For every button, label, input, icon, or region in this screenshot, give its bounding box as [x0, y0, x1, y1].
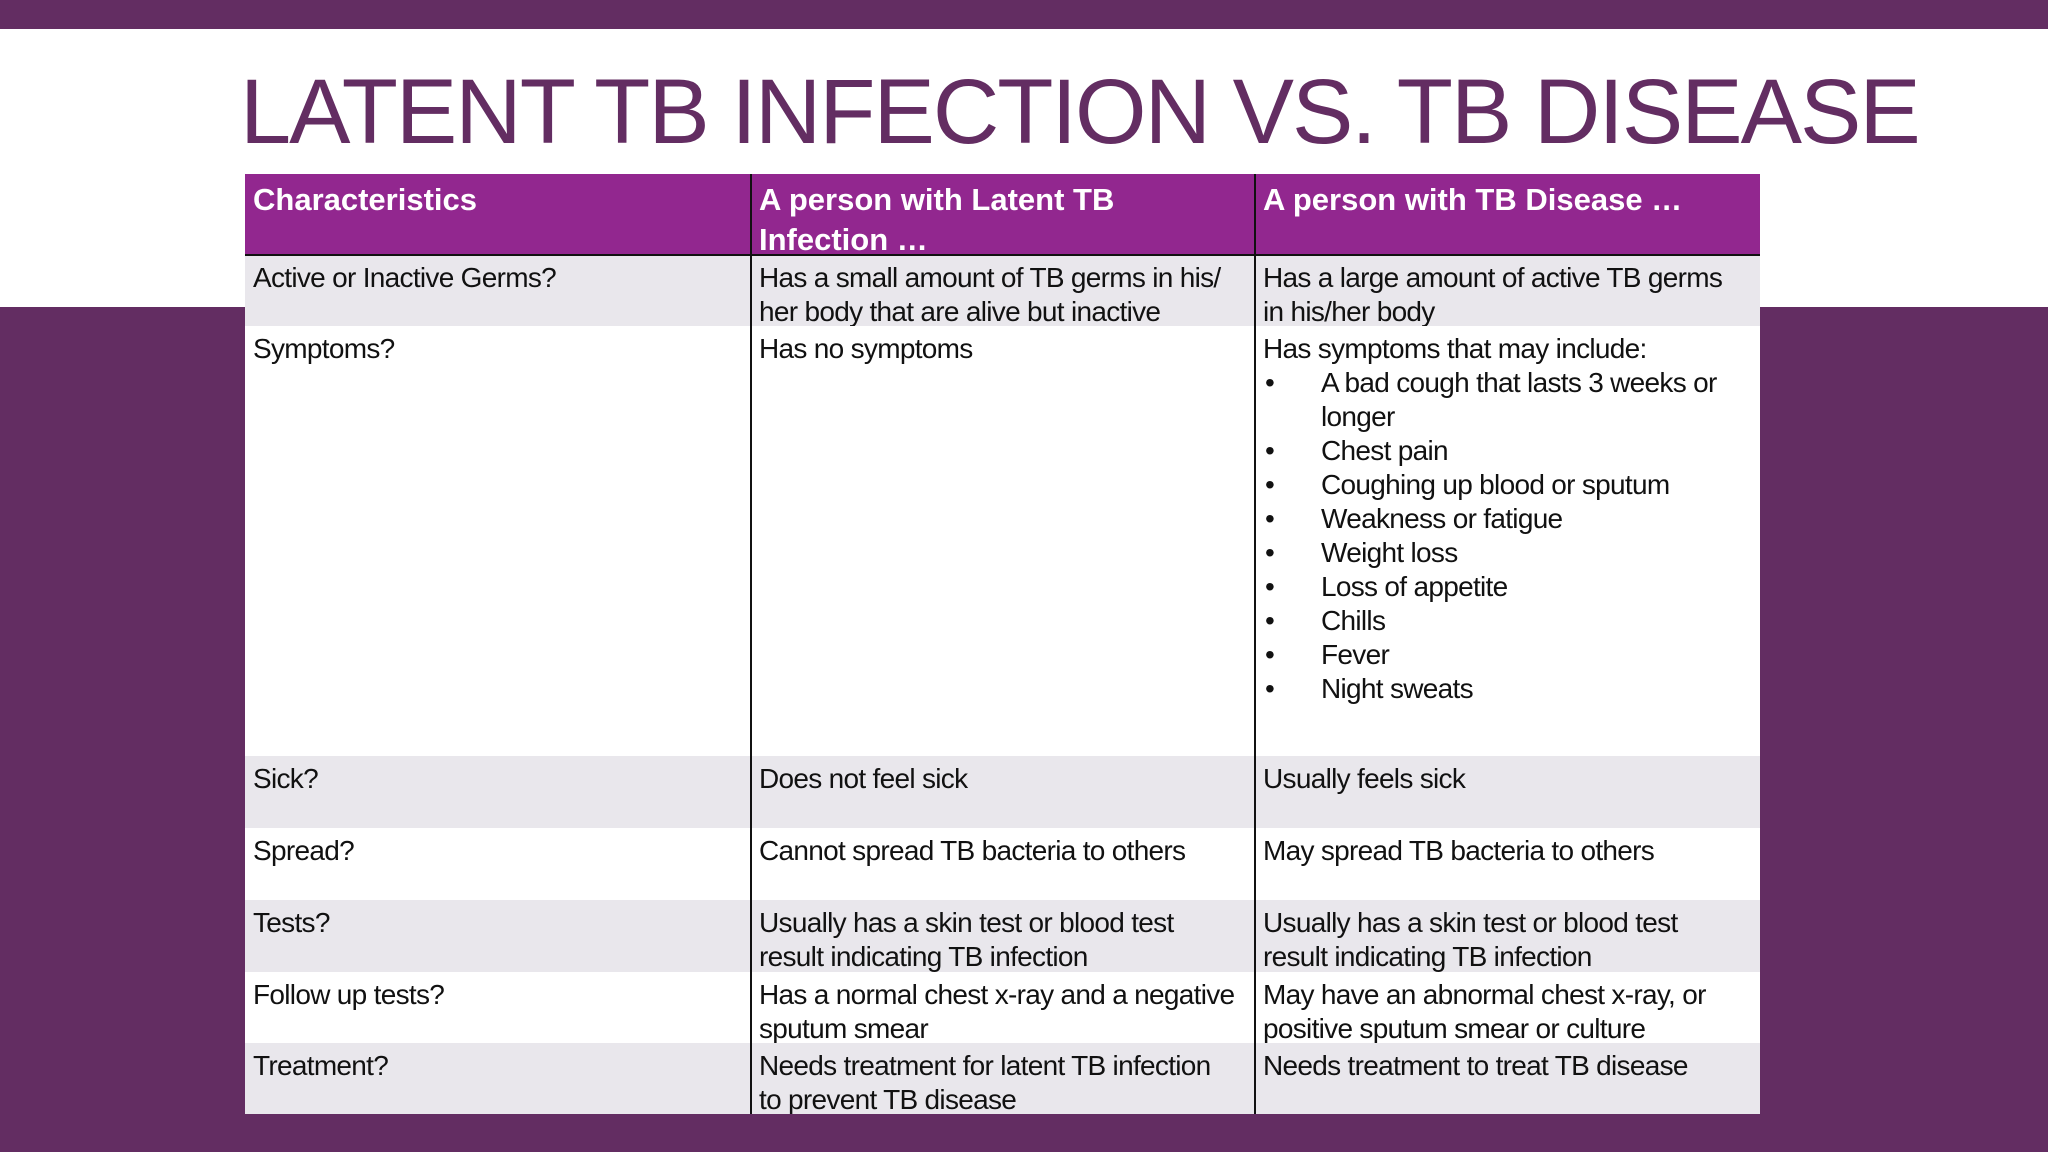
- header-cell: Characteristics: [245, 174, 751, 255]
- cell-text: Treatment?: [253, 1050, 389, 1081]
- table-cell: Treatment?: [245, 1043, 751, 1114]
- bullet-item: • Weight loss: [1263, 536, 1752, 570]
- header-text: Infection …: [759, 222, 928, 255]
- table-cell: Sick?: [245, 756, 751, 828]
- bullet-item: • Chest pain: [1263, 434, 1752, 468]
- table-cell: Does not feel sick: [751, 756, 1255, 828]
- bullet-item: • Night sweats: [1263, 672, 1752, 706]
- cell-text: Does not feel sick: [759, 763, 968, 794]
- bullet-text: Night sweats: [1321, 673, 1474, 704]
- cell-text: Needs treatment to treat TB disease: [1263, 1050, 1688, 1081]
- bullet-dot: •: [1265, 571, 1275, 602]
- bullet-item: • Fever: [1263, 638, 1752, 672]
- cell-text: to prevent TB disease: [759, 1084, 1017, 1114]
- cell-text: Has a large amount of active TB germs: [1263, 262, 1723, 293]
- bullet-text: longer: [1321, 401, 1395, 432]
- table-cell: Usually has a skin test or blood test res…: [1255, 900, 1760, 972]
- table-cell: Follow up tests?: [245, 972, 751, 1043]
- cell-text: positive sputum smear or culture: [1263, 1013, 1646, 1043]
- column-divider: [1254, 174, 1256, 1114]
- table-cell: Has a large amount of active TB germs in …: [1255, 255, 1760, 326]
- bullet-text: Weakness or fatigue: [1321, 503, 1563, 534]
- header-cell: A person with Latent TB Infection …: [751, 174, 1255, 255]
- header-text: Characteristics: [253, 182, 478, 217]
- cell-text: Needs treatment for latent TB infection: [759, 1050, 1211, 1081]
- cell-text: result indicating TB infection: [759, 941, 1088, 972]
- bullet-item: • Weakness or fatigue: [1263, 502, 1752, 536]
- table-cell: Has no symptoms: [751, 326, 1255, 756]
- bullet-dot: •: [1265, 605, 1275, 636]
- cell-text: Has no symptoms: [759, 333, 973, 364]
- table-cell: Spread?: [245, 828, 751, 900]
- table-cell: May have an abnormal chest x-ray, or posi…: [1255, 972, 1760, 1043]
- cell-text: Symptoms?: [253, 333, 395, 364]
- column-divider: [750, 174, 752, 1114]
- bullet-text: Weight loss: [1321, 537, 1458, 568]
- table-cell: Usually feels sick: [1255, 756, 1760, 828]
- bullet-text: Fever: [1321, 639, 1390, 670]
- table-cell: Has a normal chest x-ray and a negative s…: [751, 972, 1255, 1043]
- bullet-dot: •: [1265, 367, 1275, 398]
- table-cell: Needs treatment for latent TB infection t…: [751, 1043, 1255, 1114]
- header-text: A person with Latent TB: [759, 182, 1115, 217]
- bullet-dot: •: [1265, 503, 1275, 534]
- cell-text: her body that are alive but inactive: [759, 296, 1161, 326]
- table-cell: Usually has a skin test or blood test res…: [751, 900, 1255, 972]
- bullet-dot: •: [1265, 639, 1275, 670]
- cell-text: Usually has a skin test or blood test: [759, 907, 1174, 938]
- table-cell: Symptoms?: [245, 326, 751, 756]
- bullet-text: Chills: [1321, 605, 1386, 636]
- cell-text: May have an abnormal chest x-ray, or: [1263, 979, 1706, 1010]
- bullet-item: • A bad cough that lasts 3 weeks or longer: [1263, 366, 1752, 434]
- cell-text: result indicating TB infection: [1263, 941, 1592, 972]
- bullet-dot: •: [1265, 537, 1275, 568]
- cell-text: May spread TB bacteria to others: [1263, 835, 1655, 866]
- bullet-dot: •: [1265, 469, 1275, 500]
- table-cell: May spread TB bacteria to others: [1255, 828, 1760, 900]
- cell-text: sputum smear: [759, 1013, 929, 1043]
- table-cell: Needs treatment to treat TB disease: [1255, 1043, 1760, 1114]
- comparison-table: Characteristics A person with Latent TB In…: [245, 174, 1760, 1114]
- table-cell: Has symptoms that may include: • A bad cou…: [1255, 326, 1760, 756]
- cell-text: Cannot spread TB bacteria to others: [759, 835, 1186, 866]
- cell-text: Sick?: [253, 763, 319, 794]
- table-cell: Tests?: [245, 900, 751, 972]
- cell-text: in his/her body: [1263, 296, 1435, 326]
- header-divider: [245, 254, 1760, 256]
- bullet-text: Coughing up blood or sputum: [1321, 469, 1670, 500]
- cell-text: Has symptoms that may include:: [1263, 333, 1647, 364]
- cell-text: Has a normal chest x-ray and a negative: [759, 979, 1235, 1010]
- cell-text: Follow up tests?: [253, 979, 445, 1010]
- cell-text: Has a small amount of TB germs in his/: [759, 262, 1221, 293]
- bullet-dot: •: [1265, 435, 1275, 466]
- bullet-item: • Chills: [1263, 604, 1752, 638]
- bullet-text: Loss of appetite: [1321, 571, 1508, 602]
- table-cell: Has a small amount of TB germs in his/he…: [751, 255, 1255, 326]
- bullet-text: Chest pain: [1321, 435, 1449, 466]
- bullet-item: • Coughing up blood or sputum: [1263, 468, 1752, 502]
- slide-title: LATENT TB INFECTION VS. TB DISEASE: [240, 61, 1921, 163]
- header-text: A person with TB Disease …: [1263, 182, 1683, 217]
- cell-text: Tests?: [253, 907, 330, 938]
- table-cell: Cannot spread TB bacteria to others: [751, 828, 1255, 900]
- bullet-item: • Loss of appetite: [1263, 570, 1752, 604]
- bullet-dot: •: [1265, 673, 1275, 704]
- header-cell: A person with TB Disease …: [1255, 174, 1760, 255]
- cell-text: Usually feels sick: [1263, 763, 1466, 794]
- cell-text: Spread?: [253, 835, 355, 866]
- bullet-text: A bad cough that lasts 3 weeks or: [1321, 367, 1717, 398]
- cell-text: Active or Inactive Germs?: [253, 262, 557, 293]
- table-cell: Active or Inactive Germs?: [245, 255, 751, 326]
- cell-text: Usually has a skin test or blood test: [1263, 907, 1678, 938]
